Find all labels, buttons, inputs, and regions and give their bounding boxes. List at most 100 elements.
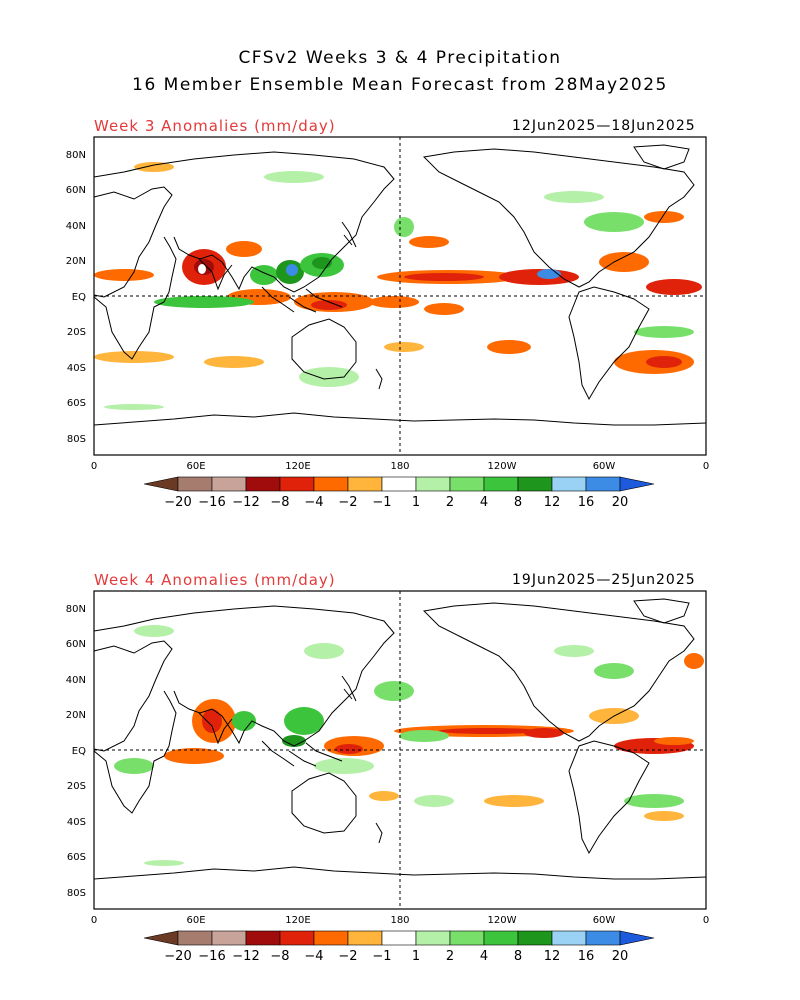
lat-tick: 60N: [66, 185, 86, 196]
week4-lon-axis: 0 60E 120E 180 120W 60W 0: [91, 915, 709, 926]
lat-tick: 40N: [66, 221, 86, 232]
colorbar-swatch: [177, 476, 213, 492]
colorbar-tick-label: 1: [412, 949, 420, 964]
colorbar-swatch: [585, 930, 621, 946]
week4-date-range: 19Jun2025—25Jun2025: [512, 572, 696, 588]
week4-colorbar: −20 −16 −12 −8 −4 −2 −1 1 2 4 8 12 16 20: [143, 930, 655, 964]
lon-tick: 180: [390, 461, 409, 472]
lat-tick: 20N: [66, 256, 86, 267]
colorbar-tick-label: 20: [612, 949, 629, 964]
lon-tick: 60E: [186, 915, 205, 926]
colorbar-tick-label: 4: [480, 495, 488, 510]
lat-tick: EQ: [72, 746, 86, 757]
lon-tick: 0: [91, 461, 97, 472]
colorbar-tick-label: −20: [164, 949, 191, 964]
week4-map-frame: [93, 590, 707, 910]
lon-tick: 120W: [488, 461, 517, 472]
colorbar-swatch: [279, 930, 315, 946]
week3-date-range: 12Jun2025—18Jun2025: [512, 118, 696, 134]
colorbar-swatch: [347, 930, 383, 946]
lon-tick: 180: [390, 915, 409, 926]
lat-tick: 60N: [66, 639, 86, 650]
week3-panel-label: Week 3 Anomalies (mm/day): [94, 117, 336, 135]
colorbar-tick-label: −4: [304, 495, 323, 510]
lon-tick: 0: [703, 915, 709, 926]
lon-tick: 60E: [186, 461, 205, 472]
colorbar-swatch: [381, 930, 417, 946]
lat-tick: 40N: [66, 675, 86, 686]
week3-lon-axis: 0 60E 120E 180 120W 60W 0: [91, 461, 709, 472]
colorbar-swatch: [483, 476, 519, 492]
lat-tick: 40S: [67, 817, 86, 828]
lat-tick: 60S: [67, 852, 86, 863]
lat-tick: 60S: [67, 398, 86, 409]
colorbar-tick-label: 1: [412, 495, 420, 510]
colorbar-swatch: [381, 476, 417, 492]
colorbar-tick-label: −2: [338, 949, 357, 964]
colorbar-swatch: [313, 930, 349, 946]
colorbar-swatch: [211, 476, 247, 492]
lon-tick: 60W: [593, 461, 616, 472]
colorbar-tick-label: 20: [612, 495, 629, 510]
lon-tick: 0: [91, 915, 97, 926]
colorbar-tick-label: 12: [544, 949, 561, 964]
colorbar-tick-label: −1: [372, 949, 391, 964]
colorbar-swatch: [551, 476, 587, 492]
colorbar-tick-label: 2: [446, 495, 454, 510]
lon-tick: 120W: [488, 915, 517, 926]
colorbar-swatch: [517, 930, 553, 946]
colorbar-swatch: [177, 930, 213, 946]
chart-title-line-1: CFSv2 Weeks 3 & 4 Precipitation: [238, 48, 562, 68]
colorbar-swatch: [211, 930, 247, 946]
colorbar-arrow-low: [143, 930, 179, 946]
colorbar-swatch: [347, 476, 383, 492]
lat-tick: EQ: [72, 292, 86, 303]
colorbar-tick-label: 16: [578, 495, 595, 510]
chart-title-line-2: 16 Member Ensemble Mean Forecast from 28…: [132, 75, 668, 95]
colorbar-tick-label: −16: [198, 495, 225, 510]
colorbar-tick-label: 2: [446, 949, 454, 964]
colorbar-swatch: [449, 476, 485, 492]
lon-tick: 120E: [285, 915, 310, 926]
lat-tick: 80S: [67, 434, 86, 445]
colorbar-tick-label: −12: [232, 495, 259, 510]
colorbar-swatch: [245, 930, 281, 946]
colorbar-swatch: [585, 476, 621, 492]
colorbar-tick-label: 12: [544, 495, 561, 510]
colorbar-arrow-low: [143, 476, 179, 492]
colorbar-swatch: [483, 930, 519, 946]
colorbar-tick-label: −20: [164, 495, 191, 510]
lat-tick: 40S: [67, 363, 86, 374]
colorbar-tick-label: −16: [198, 949, 225, 964]
lat-tick: 80N: [66, 604, 86, 615]
lat-tick: 20S: [67, 327, 86, 338]
colorbar-tick-label: 8: [514, 495, 522, 510]
colorbar-swatch: [245, 476, 281, 492]
lat-tick: 80S: [67, 888, 86, 899]
week3-map: 80N 60N 40N 20N EQ 20S 40S 60S 80S 0 60E…: [66, 136, 709, 472]
colorbar-arrow-high: [619, 476, 655, 492]
week3-lat-axis: 80N 60N 40N 20N EQ 20S 40S 60S 80S: [66, 150, 86, 445]
week4-panel-label: Week 4 Anomalies (mm/day): [94, 571, 336, 589]
week4-map: 80N 60N 40N 20N EQ 20S 40S 60S 80S 0 60E…: [66, 590, 709, 926]
week3-colorbar: −20 −16 −12 −8 −4 −2 −1 1 2 4 8 12 16 20: [143, 476, 655, 510]
lat-tick: 20S: [67, 781, 86, 792]
colorbar-tick-label: −8: [270, 495, 289, 510]
colorbar-swatch: [449, 930, 485, 946]
colorbar-tick-label: −12: [232, 949, 259, 964]
colorbar-arrow-high: [619, 930, 655, 946]
colorbar-tick-label: −2: [338, 495, 357, 510]
colorbar-swatch: [551, 930, 587, 946]
colorbar-swatch: [415, 930, 451, 946]
lon-tick: 120E: [285, 461, 310, 472]
colorbar-swatch: [415, 476, 451, 492]
lat-tick: 20N: [66, 710, 86, 721]
colorbar-swatch: [279, 476, 315, 492]
colorbar-tick-label: 4: [480, 949, 488, 964]
colorbar-swatch: [313, 476, 349, 492]
colorbar-tick-label: −8: [270, 949, 289, 964]
week4-lat-axis: 80N 60N 40N 20N EQ 20S 40S 60S 80S: [66, 604, 86, 899]
colorbar-tick-label: 16: [578, 949, 595, 964]
lon-tick: 0: [703, 461, 709, 472]
